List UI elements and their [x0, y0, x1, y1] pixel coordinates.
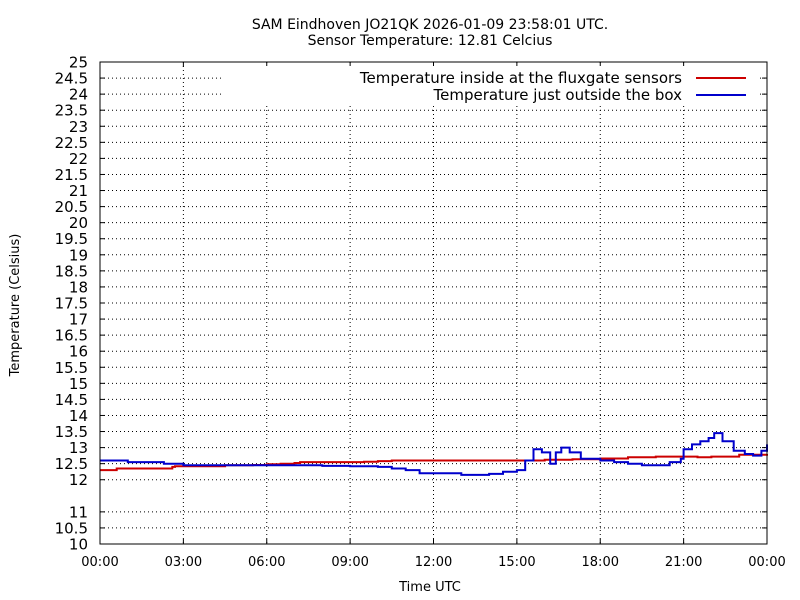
series-line-outside [100, 432, 768, 476]
y-axis: 1010.5111212.51313.51414.51515.51616.517… [55, 54, 767, 554]
y-tick-label: 15.5 [55, 359, 88, 377]
legend-background [222, 66, 760, 106]
y-tick-label: 19 [69, 246, 88, 264]
y-tick-label: 16 [69, 343, 88, 361]
y-tick-label: 23.5 [55, 102, 88, 120]
y-tick-label: 23 [69, 118, 88, 136]
y-tick-label: 13 [69, 439, 88, 457]
y-tick-label: 12.5 [55, 455, 88, 473]
y-tick-label: 15 [69, 375, 88, 393]
legend-label: Temperature inside at the fluxgate senso… [359, 69, 682, 87]
y-tick-label: 11 [69, 503, 88, 521]
x-tick-label: 00:00 [748, 555, 785, 570]
y-tick-label: 14.5 [55, 391, 88, 409]
x-tick-label: 18:00 [582, 555, 619, 570]
legend: Temperature inside at the fluxgate senso… [359, 69, 746, 104]
x-axis-label: Time UTC [398, 580, 461, 595]
y-tick-label: 20.5 [55, 198, 88, 216]
legend-label: Temperature just outside the box [433, 86, 683, 104]
y-tick-label: 18 [69, 278, 88, 296]
y-tick-label: 19.5 [55, 230, 88, 248]
x-axis: 00:00 03:00 06:00 09:00 12:00 15:00 18:00 21:00… [81, 62, 786, 570]
y-tick-label: 25 [69, 54, 88, 72]
x-tick-label: 21:00 [665, 555, 702, 570]
y-axis-label: Temperature (Celsius) [8, 234, 23, 378]
series-line-inside [100, 453, 768, 472]
y-tick-label: 17.5 [55, 295, 88, 313]
x-tick-label: 09:00 [331, 555, 368, 570]
y-tick-label: 24 [69, 86, 88, 104]
y-tick-label: 12 [69, 471, 88, 489]
grid-lines [99, 61, 768, 545]
y-tick-label: 21 [69, 182, 88, 200]
y-tick-label: 10.5 [55, 519, 88, 537]
plot-frame [99, 61, 768, 545]
y-tick-label: 21.5 [55, 166, 88, 184]
y-tick-label: 24.5 [55, 70, 88, 88]
chart-title: SAM Eindhoven JO21QK 2026-01-09 23:58:01… [252, 17, 608, 33]
x-tick-label: 03:00 [165, 555, 202, 570]
y-tick-label: 10 [69, 536, 88, 554]
y-tick-label: 20 [69, 214, 88, 232]
x-tick-label: 06:00 [248, 555, 285, 570]
chart-subtitle: Sensor Temperature: 12.81 Celcius [308, 33, 553, 49]
series-lines [100, 432, 768, 476]
y-tick-label: 18.5 [55, 262, 88, 280]
y-tick-label: 13.5 [55, 423, 88, 441]
x-tick-label: 00:00 [81, 555, 118, 570]
y-tick-label: 17 [69, 311, 88, 329]
y-tick-label: 14 [69, 407, 88, 425]
y-tick-label: 22.5 [55, 134, 88, 152]
x-tick-label: 15:00 [498, 555, 535, 570]
y-tick-label: 16.5 [55, 327, 88, 345]
x-tick-label: 12:00 [415, 555, 452, 570]
y-tick-label: 22 [69, 150, 88, 168]
